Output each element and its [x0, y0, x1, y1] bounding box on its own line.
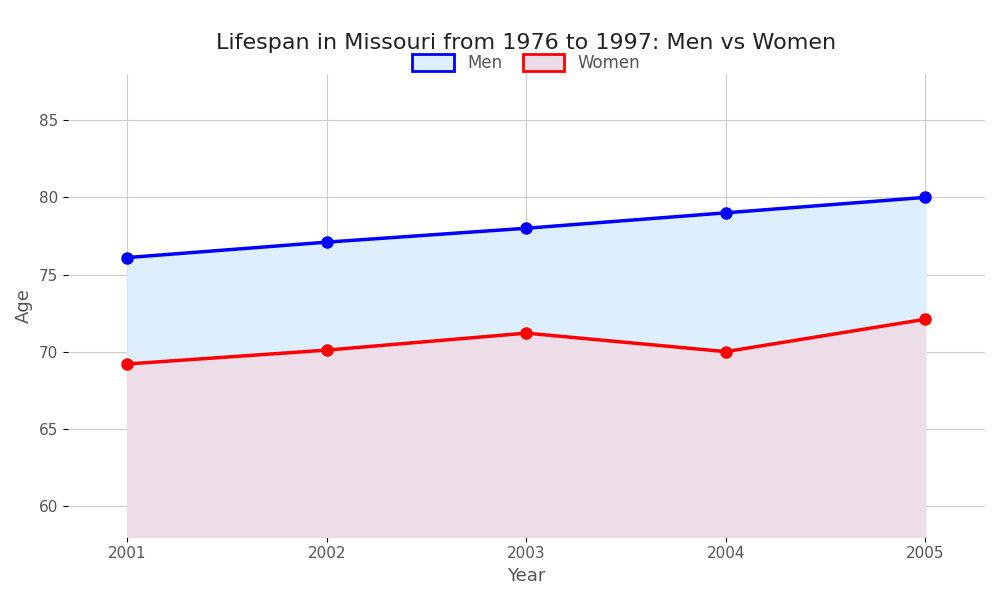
Legend: Men, Women: Men, Women [404, 46, 649, 80]
X-axis label: Year: Year [507, 567, 546, 585]
Title: Lifespan in Missouri from 1976 to 1997: Men vs Women: Lifespan in Missouri from 1976 to 1997: … [216, 33, 836, 53]
Y-axis label: Age: Age [15, 288, 33, 323]
